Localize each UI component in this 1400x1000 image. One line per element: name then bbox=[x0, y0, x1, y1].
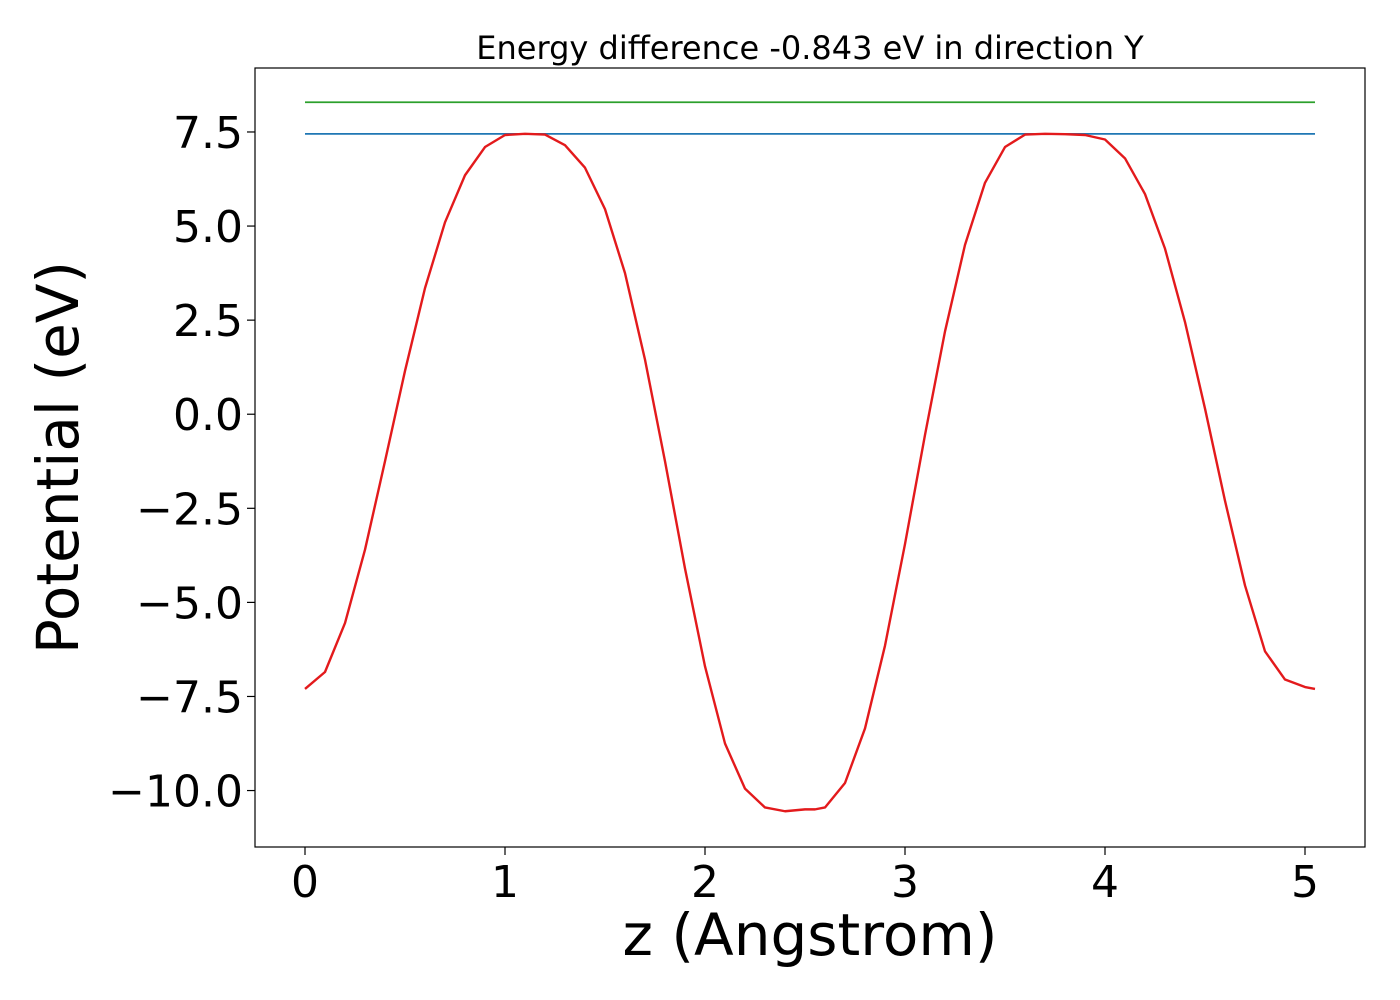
x-axis-label: z (Angstrom) bbox=[623, 901, 998, 969]
series-layer bbox=[304, 101, 1316, 813]
x-tick-label: 2 bbox=[691, 857, 719, 908]
x-tick-label: 0 bbox=[291, 857, 319, 908]
y-axis-label: Potential (eV) bbox=[24, 261, 92, 654]
y-axis: 7.5 5.0 2.5 0.0 −2.5 −5.0 −7.5 −10.0 bbox=[108, 108, 255, 818]
y-tick-label: −10.0 bbox=[108, 767, 243, 818]
y-tick-label: −5.0 bbox=[136, 578, 243, 629]
series-line-2 bbox=[304, 132, 1316, 813]
x-axis: 0 1 2 3 4 5 bbox=[291, 847, 1319, 908]
x-tick-label: 3 bbox=[891, 857, 919, 908]
y-tick-label: 0.0 bbox=[173, 390, 243, 441]
y-tick-label: −2.5 bbox=[136, 484, 243, 535]
x-tick-label: 5 bbox=[1291, 857, 1319, 908]
chart-title: Energy difference -0.843 eV in direction… bbox=[476, 29, 1144, 67]
y-tick-label: −7.5 bbox=[136, 672, 243, 723]
x-tick-label: 4 bbox=[1091, 857, 1119, 908]
x-tick-label: 1 bbox=[491, 857, 519, 908]
y-tick-label: 5.0 bbox=[173, 202, 243, 253]
plot-frame bbox=[254, 67, 1366, 848]
y-tick-label: 7.5 bbox=[173, 108, 243, 159]
y-tick-label: 2.5 bbox=[173, 296, 243, 347]
